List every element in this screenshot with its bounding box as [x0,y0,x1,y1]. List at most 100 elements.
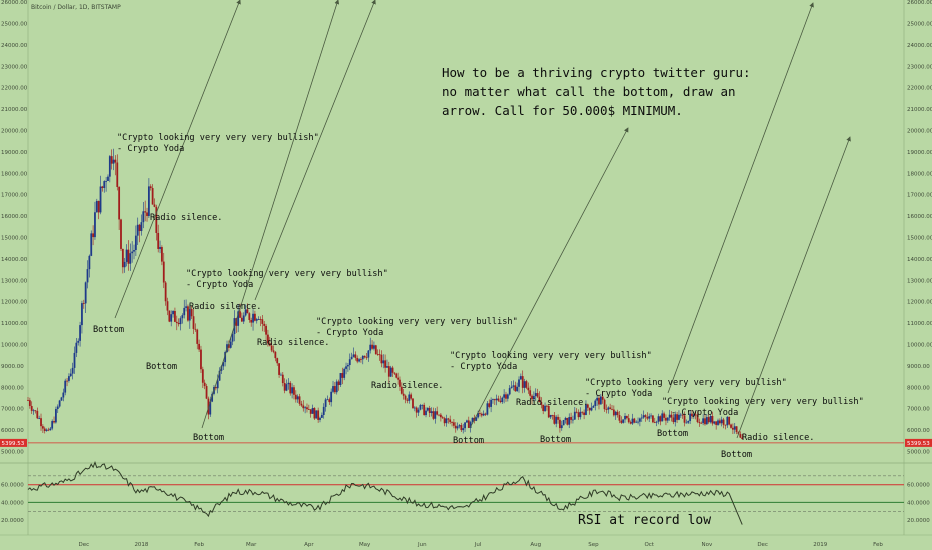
candle-body [698,422,701,423]
candle-body [466,420,468,423]
candle-body [510,386,513,389]
arrow-drawing [736,136,851,439]
candle-body [531,395,533,400]
candle-body [432,411,435,419]
candle-body [425,410,427,416]
candle-body [547,406,550,418]
time-label: Jun [417,542,427,548]
candle-body [140,222,143,232]
candle-body [209,401,212,415]
price-tick-right: 14000.00 [907,257,932,263]
candle-body [201,369,204,383]
price-tick-right: 8000.00 [907,385,930,391]
price-tick-right: 15000.00 [907,235,932,241]
candle-body [687,420,690,423]
price-tick-right: 20000.00 [907,129,932,135]
candle-body [348,359,351,366]
price-tick-left: 14000.00 [1,257,28,263]
candle-body [551,414,554,416]
candle-body [125,249,128,262]
candle-body [638,418,641,422]
candle-body [592,405,595,408]
candle-body [220,366,223,371]
candle-body [559,419,561,429]
candle-body [562,420,565,426]
price-tick-left: 15000.00 [1,235,28,241]
candle-body [570,417,572,420]
candle-body [384,360,386,368]
candle-body [36,410,39,419]
rsi-tick-left: 20.0000 [1,518,24,524]
candle-body [674,414,677,423]
candle-body [235,318,238,326]
candle-body [579,411,582,418]
candle-body [77,340,80,343]
bottom-label-3: Bottom [193,433,224,443]
candle-body [449,419,452,423]
candle-body [108,156,111,177]
candle-body [443,418,446,424]
candle-body [598,397,600,405]
candle-body [713,421,716,424]
price-tick-left: 19000.00 [1,150,28,156]
candle-body [475,417,478,421]
quote-5-line-2: - Crypto Yoda [585,389,652,399]
candle-body [369,344,372,351]
candle-body [131,251,134,254]
bottom-label-1: Bottom [93,325,124,335]
candle-body [605,409,608,410]
candle-body [283,383,286,391]
candle-body [499,400,502,403]
price-tick-left: 20000.00 [1,129,28,135]
candle-body [255,319,258,321]
candle-body [679,414,682,416]
price-tick-left: 16000.00 [1,214,28,220]
candle-body [239,311,241,318]
candle-body [374,345,377,355]
candle-body [585,404,587,415]
candle-body [395,373,398,378]
rsi-line [27,460,743,525]
arrow-drawing [254,0,376,301]
time-label: Aug [530,542,541,548]
candle-body [568,417,571,425]
candle-body [640,417,643,419]
candle-body [146,212,148,217]
candle-body [376,354,379,355]
candle-body [705,417,708,425]
candle-body [280,374,282,376]
candle-body [254,313,256,321]
quote-2-line-2: - Crypto Yoda [186,280,253,290]
candle-body [335,381,338,393]
quote-1-line-1: "Crypto looking very very very bullish" [117,133,319,143]
candle-body [328,399,331,403]
candle-body [666,417,669,421]
candle-body [136,224,139,236]
candle-body [222,362,225,367]
candle-body [497,398,500,401]
candle-body [445,418,448,424]
candle-body [157,232,160,249]
candle-body [521,376,524,388]
candle-body [185,306,187,308]
candle-body [276,358,279,364]
candle-body [735,426,738,433]
radio-silence-4: Radio silence. [371,381,443,391]
price-tick-left: 24000.00 [1,43,28,49]
candle-body [603,399,606,410]
candle-body [149,186,152,189]
candle-body [612,409,615,416]
candle-body [413,407,416,409]
candle-body [581,411,584,413]
candle-body [668,414,671,418]
candle-body [704,418,706,425]
candle-body [464,422,466,429]
candle-body [624,415,626,420]
candle-body [343,368,346,378]
candle-body [506,394,509,399]
candle-body [168,310,171,322]
candle-body [575,411,578,413]
last-price-label-left: 5399.53 [2,441,25,447]
candle-body [637,421,639,423]
